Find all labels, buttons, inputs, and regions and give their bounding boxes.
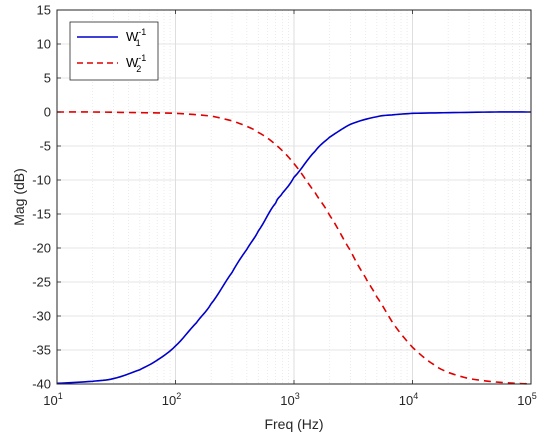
series-line-w1 xyxy=(56,111,531,385)
y-tick-label: 10 xyxy=(37,37,51,52)
y-tick-label: -25 xyxy=(32,275,51,290)
x-tick-label-exp: 5 xyxy=(532,391,537,401)
series-line-w2 xyxy=(57,111,532,385)
y-tick-label: -20 xyxy=(32,241,51,256)
x-axis-label: Freq (Hz) xyxy=(264,416,323,432)
grid xyxy=(56,9,531,385)
y-tick-label: 0 xyxy=(44,105,51,120)
y-tick-label: 5 xyxy=(44,71,51,86)
x-tick-label: 102 xyxy=(162,391,181,408)
legend: W-1 1 W-1 2 xyxy=(69,21,159,81)
y-tick-label: 15 xyxy=(37,3,51,18)
legend-label-w2-base: W xyxy=(126,55,139,70)
legend-label-w1: W-1 1 xyxy=(126,27,146,48)
x-tick-label-base: 10 xyxy=(280,393,294,408)
x-tick-label-base: 10 xyxy=(517,393,531,408)
legend-label-w2: W-1 2 xyxy=(126,53,146,74)
legend-label-w2-sub: 2 xyxy=(136,64,141,74)
x-tick-label: 105 xyxy=(517,391,536,408)
x-tick-label-exp: 3 xyxy=(295,391,300,401)
y-tick-label: -40 xyxy=(32,377,51,392)
y-axis-label: Mag (dB) xyxy=(11,168,27,226)
x-tick-label: 101 xyxy=(43,391,62,408)
y-tick-label: -35 xyxy=(32,343,51,358)
series-layer xyxy=(56,111,532,385)
x-tick-label-base: 10 xyxy=(162,393,176,408)
x-tick-label-base: 10 xyxy=(399,393,413,408)
y-tick-label: -15 xyxy=(32,207,51,222)
x-tick-label-exp: 2 xyxy=(176,391,181,401)
legend-label-w2-sup: -1 xyxy=(138,53,146,63)
legend-label-w1-base: W xyxy=(126,29,139,44)
x-tick-label-base: 10 xyxy=(43,393,57,408)
y-tick-label: -10 xyxy=(32,173,51,188)
legend-label-w1-sub: 1 xyxy=(136,38,141,48)
x-tick-label: 103 xyxy=(280,391,299,408)
legend-label-w1-sup: -1 xyxy=(138,27,146,37)
x-tick-label: 104 xyxy=(399,391,418,408)
legend-box xyxy=(69,21,159,81)
y-tick-label: -30 xyxy=(32,309,51,324)
x-tick-label-exp: 4 xyxy=(413,391,418,401)
x-tick-label-exp: 1 xyxy=(58,391,63,401)
y-tick-label: -5 xyxy=(39,139,51,154)
